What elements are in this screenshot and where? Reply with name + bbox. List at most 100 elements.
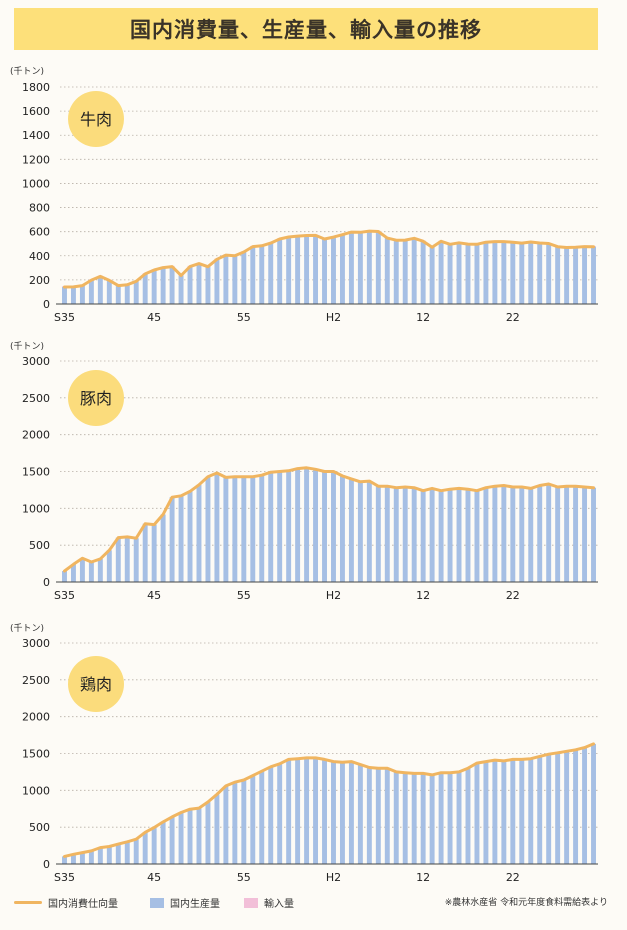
pork-production-bar xyxy=(187,491,193,582)
beef-production-bar xyxy=(259,245,265,304)
pork-production-bar xyxy=(474,490,480,582)
chicken-production-bar xyxy=(465,768,471,864)
beef-production-bar xyxy=(133,281,139,304)
chicken-production-bar xyxy=(223,785,229,864)
pork-production-bar xyxy=(151,524,157,582)
chicken-production-bar xyxy=(447,772,453,864)
pork-production-bar xyxy=(483,487,489,582)
beef-production-bar xyxy=(196,263,202,304)
chicken-production-bar xyxy=(241,780,247,864)
beef-production-bar xyxy=(124,284,130,304)
beef-production-bar xyxy=(573,247,579,304)
chicken-production-bar xyxy=(384,768,390,864)
pork-production-bar xyxy=(447,489,453,582)
beef-production-bar xyxy=(160,267,166,304)
beef-production-bar xyxy=(348,232,354,304)
chicken-production-bar xyxy=(178,812,184,864)
pork-production-bar xyxy=(519,486,525,582)
beef-xtick-label: 55 xyxy=(237,311,251,324)
beef-production-bar xyxy=(322,239,327,304)
legend-production-swatch xyxy=(150,897,164,908)
chicken-production-bar xyxy=(501,760,507,864)
pork-production-bar xyxy=(223,477,229,582)
beef-production-bar xyxy=(277,239,283,304)
legend-consumption-swatch xyxy=(14,901,42,904)
beef-production-bar xyxy=(232,255,238,304)
pork-production-bar xyxy=(70,564,76,582)
pork-production-bar xyxy=(286,470,292,582)
beef-xtick-label: H2 xyxy=(326,311,341,324)
chicken-unit-label: (千トン) xyxy=(10,623,44,634)
chicken-production-bar xyxy=(196,808,202,864)
chart-chicken: (千トン) 0 500 1000 1500 2000 2500 3000 S35 45 55 H2 12… xyxy=(10,623,598,884)
beef-production-bar xyxy=(510,242,516,304)
beef-production-bar xyxy=(474,244,480,304)
pork-production-bar xyxy=(564,486,570,582)
pork-consumption-line xyxy=(63,466,595,573)
pork-production-bar xyxy=(438,490,444,582)
pork-production-bar xyxy=(465,489,471,582)
beef-production-bar xyxy=(375,231,381,304)
pork-production-bar xyxy=(160,514,166,582)
beef-production-bar xyxy=(429,247,435,304)
chicken-ytick-label: 1000 xyxy=(22,784,50,797)
pork-production-bar xyxy=(232,476,238,582)
chicken-production-bar xyxy=(232,782,238,864)
chicken-production-bar xyxy=(510,759,516,864)
chicken-production-bar xyxy=(304,757,310,864)
chicken-xtick-label: 45 xyxy=(147,871,161,884)
pork-production-bar xyxy=(339,475,345,582)
beef-chart-title: 牛肉 xyxy=(80,110,112,129)
pork-ytick-label: 0 xyxy=(43,576,50,589)
chicken-consumption-line xyxy=(63,742,595,858)
beef-production-bar xyxy=(250,246,256,304)
pork-production-bar xyxy=(313,469,319,582)
chicken-production-bar xyxy=(519,759,525,864)
beef-production-bar xyxy=(214,259,220,304)
beef-production-bar xyxy=(151,270,157,304)
pork-production-bar xyxy=(393,487,399,582)
beef-production-bar xyxy=(223,255,229,304)
beef-production-bar xyxy=(465,244,471,304)
beef-production-bar xyxy=(393,240,399,304)
chicken-production-bar xyxy=(97,847,103,864)
chicken-production-bar xyxy=(79,852,85,864)
chicken-production-bar xyxy=(124,841,130,864)
chicken-production-bar xyxy=(106,846,112,864)
pork-production-bar xyxy=(88,562,94,582)
pork-production-bar xyxy=(456,488,462,582)
chicken-production-bar xyxy=(474,763,480,864)
chicken-production-bar xyxy=(339,762,345,864)
chicken-production-bar xyxy=(402,772,408,864)
chicken-ytick-label: 500 xyxy=(29,821,50,834)
chicken-xtick-label: S35 xyxy=(54,871,75,884)
beef-production-bar xyxy=(447,244,453,304)
chicken-production-bar xyxy=(537,756,543,864)
beef-production-bar xyxy=(205,266,211,304)
pork-ytick-label: 3000 xyxy=(22,355,50,368)
beef-ytick-label: 1200 xyxy=(22,153,50,166)
beef-ytick-label: 800 xyxy=(29,202,50,215)
pork-production-bar xyxy=(295,468,301,582)
beef-production-bar xyxy=(304,235,310,304)
chicken-production-bar xyxy=(429,774,435,864)
beef-production-bar xyxy=(142,273,148,304)
chicken-production-bar xyxy=(295,758,301,864)
beef-production-bar xyxy=(402,240,408,304)
beef-production-bar xyxy=(519,243,525,304)
pork-production-bar xyxy=(277,471,283,582)
legend: 国内消費仕向量 国内生産量 輸入量 ※農林水産省 令和元年度食料需給表より xyxy=(14,892,614,914)
chicken-production-bar xyxy=(62,856,67,864)
beef-production-bar xyxy=(555,246,561,304)
chicken-production-bar xyxy=(564,751,570,864)
pork-production-bar xyxy=(133,538,139,582)
chicken-production-bar xyxy=(411,773,417,864)
beef-ytick-label: 1400 xyxy=(22,129,50,142)
pork-production-bar xyxy=(366,481,372,582)
title-band: 国内消費量、生産量、輸入量の推移 xyxy=(14,8,598,50)
pork-unit-label: (千トン) xyxy=(10,341,44,352)
beef-production-bar xyxy=(564,247,570,304)
chicken-production-bar xyxy=(420,773,426,864)
pork-production-bar xyxy=(555,486,561,582)
pork-production-bar xyxy=(259,475,265,582)
